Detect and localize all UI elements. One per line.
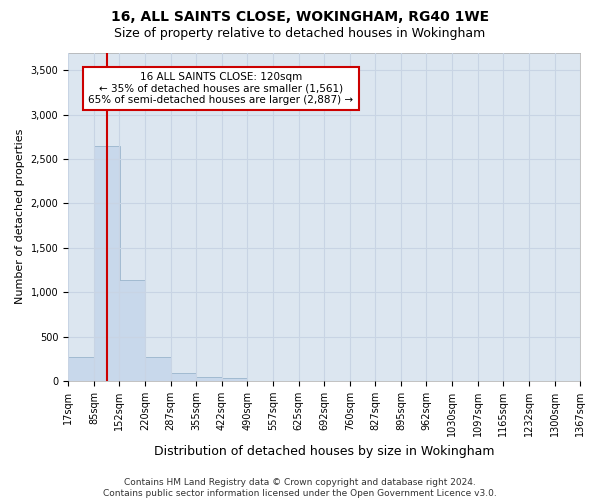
Bar <box>170 374 196 381</box>
Bar <box>119 280 145 381</box>
Y-axis label: Number of detached properties: Number of detached properties <box>15 129 25 304</box>
Bar <box>145 356 171 381</box>
Text: Contains HM Land Registry data © Crown copyright and database right 2024.
Contai: Contains HM Land Registry data © Crown c… <box>103 478 497 498</box>
Bar <box>196 376 222 381</box>
Bar <box>68 357 94 381</box>
Text: Size of property relative to detached houses in Wokingham: Size of property relative to detached ho… <box>115 28 485 40</box>
Text: 16 ALL SAINTS CLOSE: 120sqm
← 35% of detached houses are smaller (1,561)
65% of : 16 ALL SAINTS CLOSE: 120sqm ← 35% of det… <box>88 72 353 105</box>
Bar <box>222 378 247 381</box>
X-axis label: Distribution of detached houses by size in Wokingham: Distribution of detached houses by size … <box>154 444 494 458</box>
Text: 16, ALL SAINTS CLOSE, WOKINGHAM, RG40 1WE: 16, ALL SAINTS CLOSE, WOKINGHAM, RG40 1W… <box>111 10 489 24</box>
Bar <box>94 146 120 381</box>
